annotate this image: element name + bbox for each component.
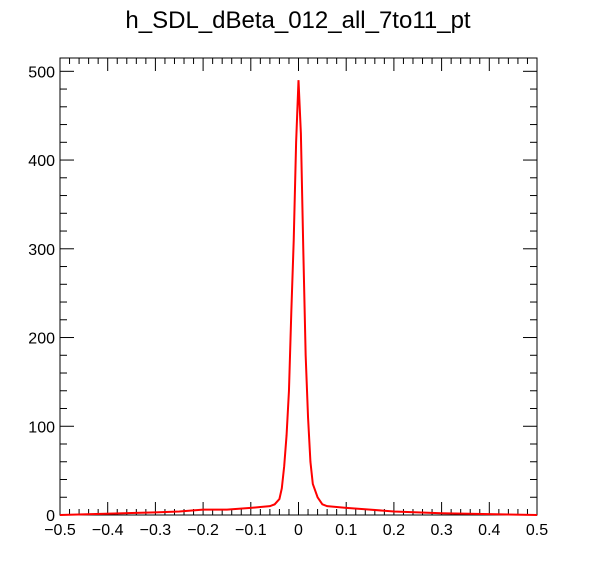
x-tick-label: 0.4 bbox=[478, 522, 500, 539]
histogram-series-line bbox=[59, 80, 538, 516]
x-tick-label: −0.2 bbox=[187, 522, 219, 539]
axis-ticks bbox=[59, 58, 538, 516]
x-tick-label: 0 bbox=[294, 522, 303, 539]
x-tick-label: −0.1 bbox=[235, 522, 267, 539]
y-tick-label: 100 bbox=[28, 419, 55, 436]
x-tick-label: −0.4 bbox=[92, 522, 124, 539]
x-tick-label: −0.5 bbox=[44, 522, 76, 539]
x-tick-labels: −0.5 −0.4 −0.3 −0.2 −0.1 0 0.1 0.2 0.3 0.4 0.5 bbox=[44, 522, 548, 539]
y-tick-label: 400 bbox=[28, 153, 55, 170]
plot-frame bbox=[59, 57, 538, 516]
chart-title: h_SDL_dBeta_012_all_7to11_pt bbox=[125, 7, 471, 34]
x-tick-label: 0.2 bbox=[383, 522, 405, 539]
y-tick-label: 300 bbox=[28, 242, 55, 259]
y-tick-label: 200 bbox=[28, 331, 55, 348]
y-tick-labels: 0 100 200 300 400 500 bbox=[28, 64, 55, 525]
y-tick-label: 0 bbox=[46, 508, 55, 525]
x-tick-label: 0.5 bbox=[526, 522, 548, 539]
x-tick-label: 0.3 bbox=[430, 522, 452, 539]
x-tick-label: 0.1 bbox=[335, 522, 357, 539]
y-tick-label: 500 bbox=[28, 64, 55, 81]
x-tick-label: −0.3 bbox=[140, 522, 172, 539]
